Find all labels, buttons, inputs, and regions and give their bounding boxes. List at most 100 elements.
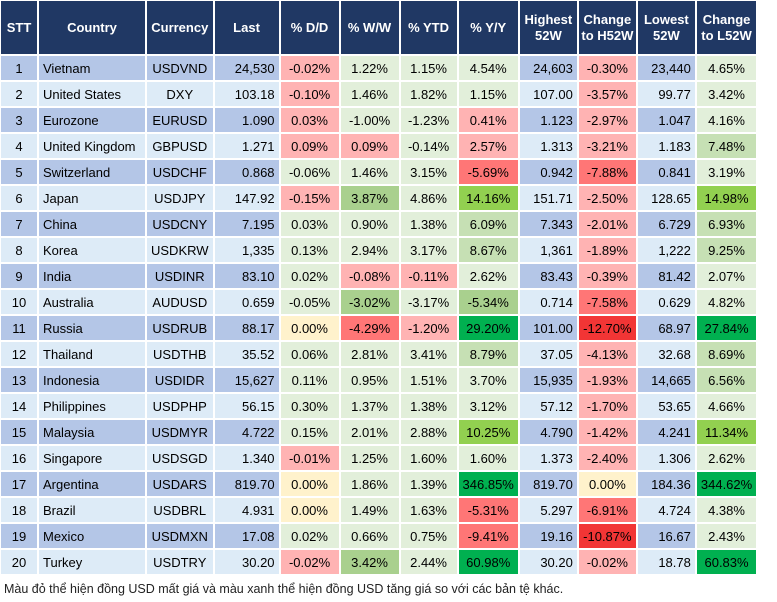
- cell-l52: 1.183: [637, 134, 695, 158]
- cell-stt: 16: [1, 446, 37, 470]
- header-last: Last: [214, 1, 279, 54]
- cell-h52: 30.20: [519, 550, 577, 574]
- cell-l52: 68.97: [637, 316, 695, 340]
- cell-ch: -4.13%: [578, 342, 636, 366]
- cell-ww: 1.22%: [340, 56, 399, 80]
- cell-h52: 107.00: [519, 82, 577, 106]
- cell-l52: 128.65: [637, 186, 695, 210]
- cell-ww: -0.08%: [340, 264, 399, 288]
- cell-cl: 60.83%: [696, 550, 757, 574]
- cell-dd: 0.02%: [280, 264, 339, 288]
- table-row: 17 Argentina USDARS 819.70 0.00% 1.86% 1.39% 34…: [1, 472, 757, 496]
- cell-last: 1.271: [214, 134, 279, 158]
- cell-ch: -2.40%: [578, 446, 636, 470]
- cell-currency: AUDUSD: [147, 290, 213, 314]
- cell-ch: -12.70%: [578, 316, 636, 340]
- cell-h52: 1.123: [519, 108, 577, 132]
- table-row: 3 Eurozone EURUSD 1.090 0.03% -1.00% -1.23% 0.4…: [1, 108, 757, 132]
- cell-last: 0.659: [214, 290, 279, 314]
- cell-h52: 0.942: [519, 160, 577, 184]
- cell-ytd: 3.41%: [400, 342, 457, 366]
- cell-h52: 37.05: [519, 342, 577, 366]
- cell-currency: USDIDR: [147, 368, 213, 392]
- header-stt: STT: [1, 1, 37, 54]
- header-ytd: % YTD: [400, 1, 457, 54]
- cell-ch: -10.87%: [578, 524, 636, 548]
- cell-ww: 0.95%: [340, 368, 399, 392]
- cell-ch: -6.91%: [578, 498, 636, 522]
- cell-ytd: 2.44%: [400, 550, 457, 574]
- cell-cl: 27.84%: [696, 316, 757, 340]
- cell-ww: 1.37%: [340, 394, 399, 418]
- cell-ch: -2.97%: [578, 108, 636, 132]
- cell-country: Mexico: [39, 524, 145, 548]
- cell-cl: 9.25%: [696, 238, 757, 262]
- cell-stt: 9: [1, 264, 37, 288]
- cell-currency: USDTRY: [147, 550, 213, 574]
- cell-cl: 3.42%: [696, 82, 757, 106]
- cell-last: 4.931: [214, 498, 279, 522]
- cell-ch: -7.88%: [578, 160, 636, 184]
- cell-ch: -0.02%: [578, 550, 636, 574]
- cell-last: 17.08: [214, 524, 279, 548]
- cell-country: Eurozone: [39, 108, 145, 132]
- cell-yy: 1.15%: [458, 82, 518, 106]
- cell-l52: 0.841: [637, 160, 695, 184]
- cell-h52: 1.313: [519, 134, 577, 158]
- cell-yy: -5.69%: [458, 160, 518, 184]
- cell-yy: 60.98%: [458, 550, 518, 574]
- cell-currency: USDCNY: [147, 212, 213, 236]
- cell-yy: 2.62%: [458, 264, 518, 288]
- cell-dd: 0.00%: [280, 316, 339, 340]
- cell-currency: USDRUB: [147, 316, 213, 340]
- table-row: 20 Turkey USDTRY 30.20 -0.02% 3.42% 2.44% 60.98…: [1, 550, 757, 574]
- cell-stt: 20: [1, 550, 37, 574]
- cell-yy: -5.31%: [458, 498, 518, 522]
- cell-ww: 1.25%: [340, 446, 399, 470]
- header-yy: % Y/Y: [458, 1, 518, 54]
- cell-stt: 14: [1, 394, 37, 418]
- cell-dd: -0.10%: [280, 82, 339, 106]
- cell-yy: 346.85%: [458, 472, 518, 496]
- cell-ww: 1.86%: [340, 472, 399, 496]
- cell-stt: 11: [1, 316, 37, 340]
- cell-ch: -1.70%: [578, 394, 636, 418]
- cell-ytd: -0.14%: [400, 134, 457, 158]
- cell-last: 35.52: [214, 342, 279, 366]
- cell-last: 4.722: [214, 420, 279, 444]
- cell-dd: -0.15%: [280, 186, 339, 210]
- cell-h52: 819.70: [519, 472, 577, 496]
- cell-l52: 1,222: [637, 238, 695, 262]
- currency-table: STT Country Currency Last% D/D% W/W% YTD% Y…: [1, 1, 757, 574]
- cell-l52: 1.047: [637, 108, 695, 132]
- header-row: STT Country Currency Last% D/D% W/W% YTD% Y…: [1, 1, 757, 54]
- cell-l52: 16.67: [637, 524, 695, 548]
- cell-ww: 3.87%: [340, 186, 399, 210]
- cell-l52: 23,440: [637, 56, 695, 80]
- cell-ch: -2.01%: [578, 212, 636, 236]
- cell-stt: 12: [1, 342, 37, 366]
- header-h52: Highest 52W: [519, 1, 577, 54]
- cell-l52: 1.306: [637, 446, 695, 470]
- cell-cl: 6.93%: [696, 212, 757, 236]
- cell-ch: -1.93%: [578, 368, 636, 392]
- cell-ww: 3.42%: [340, 550, 399, 574]
- header-ww: % W/W: [340, 1, 399, 54]
- cell-currency: USDINR: [147, 264, 213, 288]
- cell-country: Japan: [39, 186, 145, 210]
- cell-country: India: [39, 264, 145, 288]
- cell-country: Philippines: [39, 394, 145, 418]
- cell-ytd: 1.38%: [400, 212, 457, 236]
- cell-dd: 0.11%: [280, 368, 339, 392]
- cell-ytd: 4.86%: [400, 186, 457, 210]
- table-row: 7 China USDCNY 7.195 0.03% 0.90% 1.38% 6.09% 7.3…: [1, 212, 757, 236]
- cell-currency: USDPHP: [147, 394, 213, 418]
- cell-stt: 10: [1, 290, 37, 314]
- cell-ytd: -0.11%: [400, 264, 457, 288]
- cell-l52: 6.729: [637, 212, 695, 236]
- cell-cl: 4.66%: [696, 394, 757, 418]
- cell-ww: 1.46%: [340, 160, 399, 184]
- cell-ww: 1.46%: [340, 82, 399, 106]
- cell-yy: 3.12%: [458, 394, 518, 418]
- cell-last: 88.17: [214, 316, 279, 340]
